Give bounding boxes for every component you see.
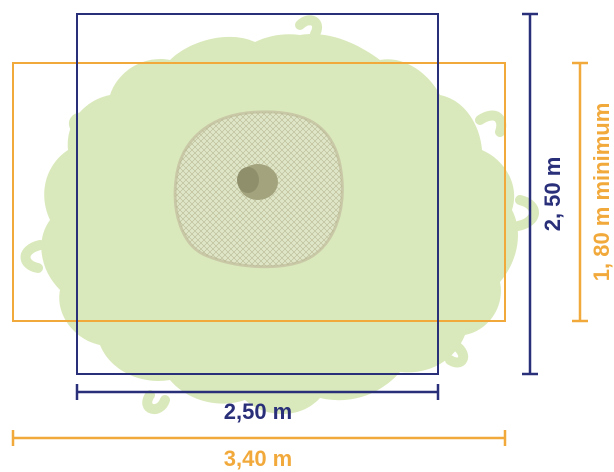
inner-width-dimension: [75, 384, 440, 400]
inner-height-dimension: [522, 12, 538, 376]
tree-trunk: [237, 164, 278, 200]
inner-width-label: 2,50 m: [224, 399, 293, 424]
inner-height-label: 2, 50 m: [540, 157, 565, 232]
inner-planting-area: [76, 13, 439, 375]
outer-height-label: 1, 80 m minimum: [589, 103, 614, 282]
outer-width-dimension: [11, 430, 507, 446]
outer-planting-area: [12, 62, 506, 322]
outer-width-label: 3,40 m: [224, 446, 293, 471]
outer-height-dimension: [572, 61, 588, 323]
